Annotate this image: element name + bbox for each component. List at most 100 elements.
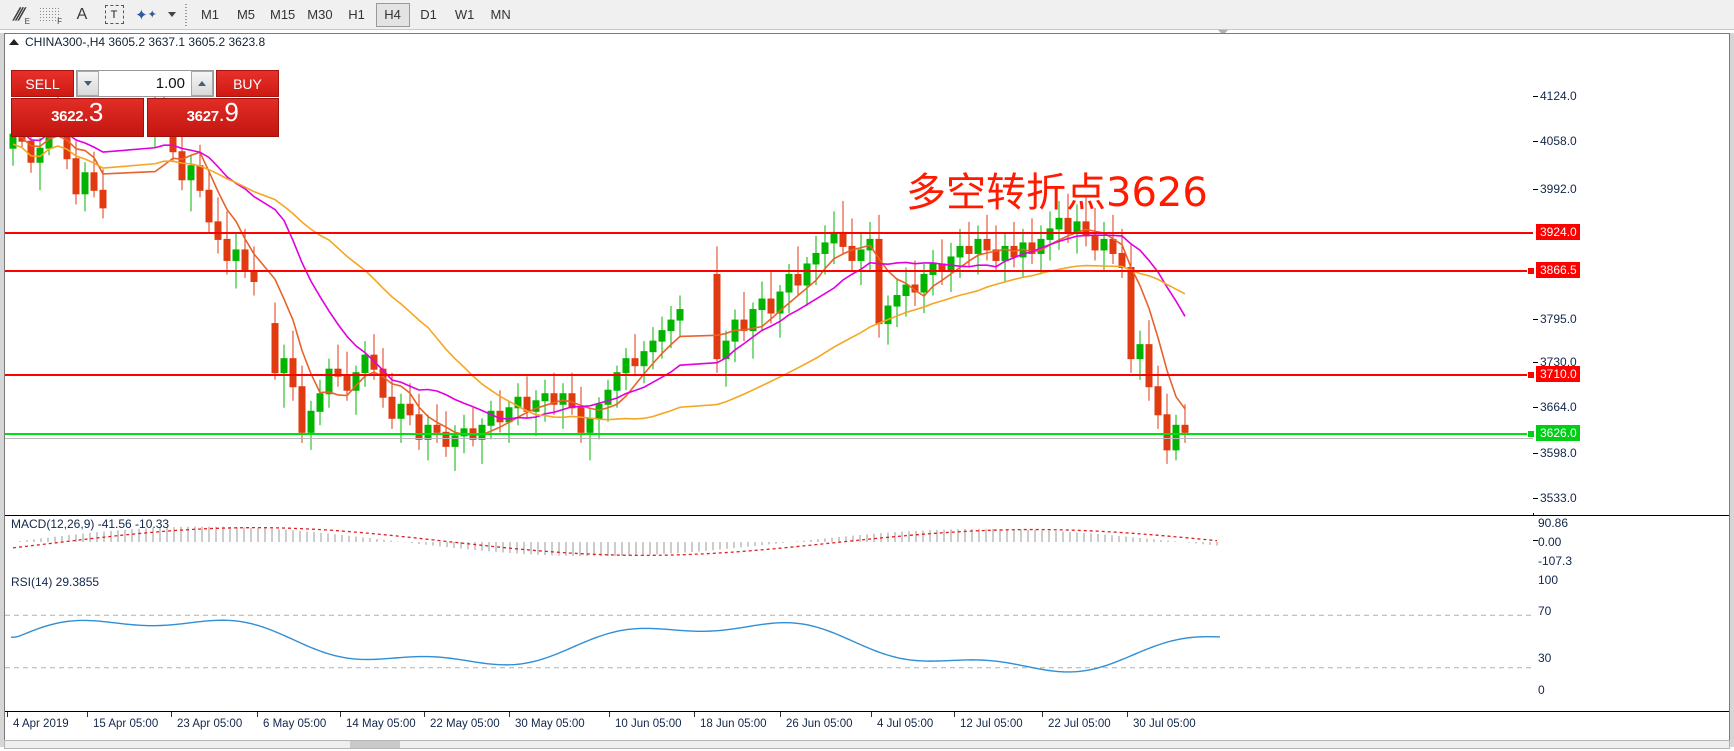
time-axis-label: 30 May 05:00 [515,718,585,730]
buy-button[interactable]: BUY [216,70,279,97]
time-tick [424,712,425,717]
buy-price-integer: 3627 [186,108,219,125]
time-axis-label: 15 Apr 05:00 [93,718,159,730]
rsi-pane[interactable]: RSI(14) 29.3855 100 70 30 0 [5,573,1729,712]
horizontal-scrollbar[interactable] [4,740,1730,749]
price-tick-label: 3795.0 [1540,312,1577,326]
objects-dropdown-caret-icon[interactable] [162,2,180,28]
rsi-axis-30: 30 [1538,651,1552,665]
time-tick [609,712,610,717]
time-axis-label: 26 Jun 05:00 [786,718,853,730]
time-axis-label: 10 Jun 05:00 [615,718,682,730]
time-tick [171,712,172,717]
candlestick-plot [9,81,1189,471]
objects-icon[interactable]: ✦ ✦ [135,6,157,24]
price-tick-label: 3992.0 [1540,182,1577,196]
price-tick [1533,141,1538,142]
timeframe-h1[interactable]: H1 [348,7,365,22]
macd-pane[interactable]: MACD(12,26,9) -41.56 -10.33 90.86 0.00 -… [5,515,1729,574]
toolbar-separator [185,3,187,26]
right-edge-gutter [1730,33,1734,747]
timeframe-m30[interactable]: M30 [307,7,333,22]
time-axis-label: 6 May 05:00 [263,718,327,730]
text-object-icon[interactable]: T [98,2,130,28]
timeframe-w1[interactable]: W1 [454,7,475,22]
time-tick [509,712,510,717]
volume-increase-button[interactable] [191,71,213,96]
symbol-info-bar: CHINA300-,H4 3605.2 3637.1 3605.2 3623.8 [5,34,1729,50]
timeframe-m1[interactable]: M1 [200,7,220,22]
price-tick-label: 4124.0 [1540,89,1577,103]
timeframe-m15[interactable]: M15 [270,7,296,22]
price-tick [1533,498,1538,499]
sell-price[interactable]: 3622 . 3 [11,98,144,137]
volume-stepper[interactable]: 1.00 [76,70,214,97]
level-handle-3710[interactable] [1527,371,1535,379]
time-tick [694,712,695,717]
symbol-ohlc-text: CHINA300-,H4 3605.2 3637.1 3605.2 3623.8 [25,35,266,49]
main-toolbar[interactable]: ⫻ E F A T ✦ ✦ M1 M5 M15 M30 H1 H4 D1 W1 MN [0,0,1734,30]
time-axis-label: 14 May 05:00 [346,718,416,730]
text-label-icon[interactable]: A [76,5,88,23]
time-axis-label: 30 Jul 05:00 [1133,718,1196,730]
level-line-3710[interactable] [5,374,1533,376]
macd-axis-max: 90.86 [1538,516,1569,530]
rsi-axis-100: 100 [1538,573,1559,587]
volume-decrease-button[interactable] [77,71,99,96]
level-handle-3626[interactable] [1527,430,1535,438]
level-line-3866[interactable] [5,270,1533,272]
scrollbar-thumb[interactable] [350,741,400,748]
one-click-trading-panel[interactable]: SELL 1.00 BUY 3622 . 3 3627 . 9 [11,70,279,137]
time-tick [871,712,872,717]
time-tick [87,712,88,717]
chart-collapse-caret-icon[interactable] [1218,30,1228,35]
left-edge-gutter [0,33,4,747]
price-level-tag-3924-0[interactable]: 3924.0 [1536,224,1580,240]
time-axis-label: 18 Jun 05:00 [700,718,767,730]
time-axis-label: 22 Jul 05:00 [1048,718,1111,730]
time-axis-label: 4 Jul 05:00 [877,718,934,730]
price-pane[interactable]: SELL 1.00 BUY 3622 . 3 3627 . 9 [5,50,1729,513]
price-tick-label: 3533.0 [1540,491,1577,505]
grid-f-icon[interactable]: F [34,2,66,28]
chart-window[interactable]: CHINA300-,H4 3605.2 3637.1 3605.2 3623.8… [4,33,1730,747]
chart-expand-icon[interactable] [9,39,19,45]
timeframe-h4[interactable]: H4 [375,2,410,27]
rsi-axis-0: 0 [1538,683,1545,697]
level-line-3626[interactable] [5,433,1533,435]
time-tick [954,712,955,717]
price-tick-label: 3664.0 [1540,400,1577,414]
sell-price-integer: 3622 [51,108,84,125]
volume-value[interactable]: 1.00 [155,75,185,92]
macd-zero-tick [1533,540,1538,541]
price-tick [1533,362,1538,363]
chart-annotation-text[interactable]: 多空转折点3626 [906,170,1208,216]
buy-price-separator: . [218,104,225,126]
macd-axis-zero: 0.00 [1538,535,1562,549]
sell-button[interactable]: SELL [11,70,74,97]
price-tick-label: 3730.0 [1540,355,1577,369]
level-line-3924[interactable] [5,232,1533,234]
level-line-3626-shadow [5,438,1533,439]
price-level-tag-3626-0[interactable]: 3626.0 [1536,425,1580,441]
time-tick [1042,712,1043,717]
sell-price-separator: . [83,104,89,126]
timeframe-m5[interactable]: M5 [236,7,256,22]
macd-plot [12,526,1218,557]
time-tick [780,712,781,717]
macd-label: MACD(12,26,9) -41.56 -10.33 [11,517,170,531]
buy-price[interactable]: 3627 . 9 [146,98,279,137]
level-handle-3866[interactable] [1527,267,1535,275]
price-level-tag-3866-5[interactable]: 3866.5 [1536,262,1580,278]
sell-price-decimal: 3 [88,97,104,127]
time-tick [340,712,341,717]
time-axis-label: 4 Apr 2019 [13,718,69,730]
rsi-axis-70: 70 [1538,604,1552,618]
expert-advisor-icon[interactable]: ⫻ E [12,4,30,26]
timeframe-mn[interactable]: MN [490,7,511,22]
timeframe-d1[interactable]: D1 [420,7,437,22]
time-tick [7,712,8,717]
price-tick [1533,407,1538,408]
price-tick [1533,453,1538,454]
price-level-tag-3710-0[interactable]: 3710.0 [1536,366,1580,382]
